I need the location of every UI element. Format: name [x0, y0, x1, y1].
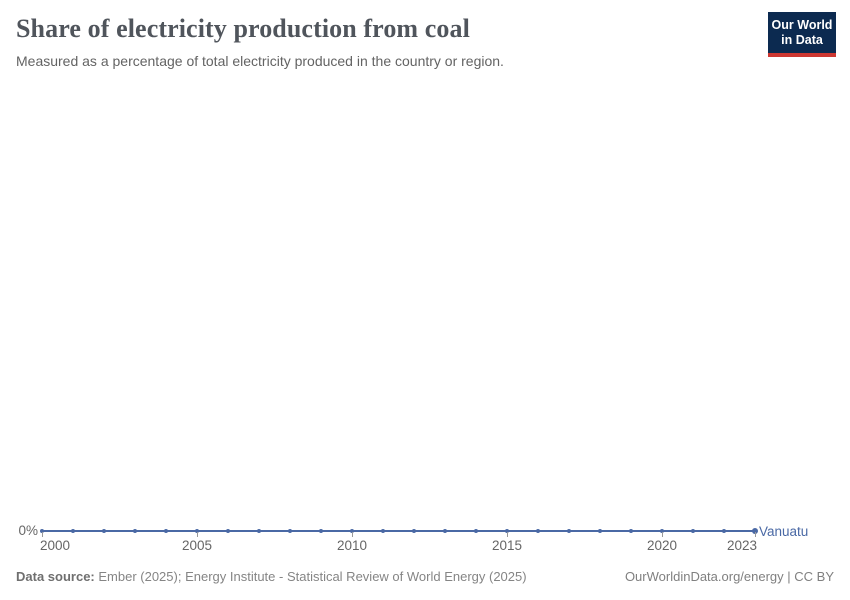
chart-footer: Data source: Ember (2025); Energy Instit…: [16, 569, 834, 584]
data-point-marker: [412, 529, 416, 533]
data-point-marker: [443, 529, 447, 533]
data-point-marker: [567, 529, 571, 533]
data-source-note: Data source: Ember (2025); Energy Instit…: [16, 569, 527, 584]
data-point-marker: [536, 529, 540, 533]
data-point-marker: [722, 529, 726, 533]
data-source-label: Data source:: [16, 569, 95, 584]
data-point-marker: [660, 529, 664, 533]
data-point-marker: [752, 528, 758, 534]
data-point-marker: [505, 529, 509, 533]
x-axis-tick: [197, 532, 198, 537]
data-point-marker: [691, 529, 695, 533]
data-point-marker: [133, 529, 137, 533]
license-link[interactable]: OurWorldinData.org/energy | CC BY: [624, 569, 834, 584]
data-point-marker: [350, 529, 354, 533]
x-axis-tick-label: 2005: [181, 538, 213, 553]
data-point-marker: [102, 529, 106, 533]
y-axis-zero-label: 0%: [18, 523, 38, 538]
data-point-marker: [257, 529, 261, 533]
owid-logo: Our World in Data: [768, 12, 836, 57]
data-point-marker: [71, 529, 75, 533]
owid-logo-line1: Our World: [771, 17, 833, 32]
data-point-marker: [226, 529, 230, 533]
data-point-marker: [319, 529, 323, 533]
entity-label-vanuatu[interactable]: Vanuatu: [759, 524, 809, 539]
x-axis-tick: [42, 532, 43, 537]
data-source-text: Ember (2025); Energy Institute - Statist…: [94, 569, 527, 584]
data-point-marker: [474, 529, 478, 533]
chart-title: Share of electricity production from coa…: [16, 14, 470, 43]
chart-subtitle: Measured as a percentage of total electr…: [16, 53, 504, 69]
data-point-marker: [195, 529, 199, 533]
x-axis-tick-label: 2020: [646, 538, 678, 553]
x-axis-tick: [662, 532, 663, 537]
x-axis-tick: [507, 532, 508, 537]
x-axis-tick: [352, 532, 353, 537]
x-axis-tick-label: 2010: [336, 538, 368, 553]
data-point-marker: [381, 529, 385, 533]
x-axis-tick-label: 2023: [726, 538, 757, 553]
x-axis-tick-label: 2015: [491, 538, 523, 553]
data-point-marker: [40, 529, 44, 533]
x-axis-tick: [755, 532, 756, 537]
data-point-marker: [598, 529, 602, 533]
owid-logo-line2: in Data: [781, 32, 823, 47]
x-axis-tick-label: 2000: [40, 538, 71, 553]
data-point-marker: [164, 529, 168, 533]
data-point-marker: [288, 529, 292, 533]
data-point-marker: [629, 529, 633, 533]
vanuatu-series-line: [42, 530, 755, 532]
